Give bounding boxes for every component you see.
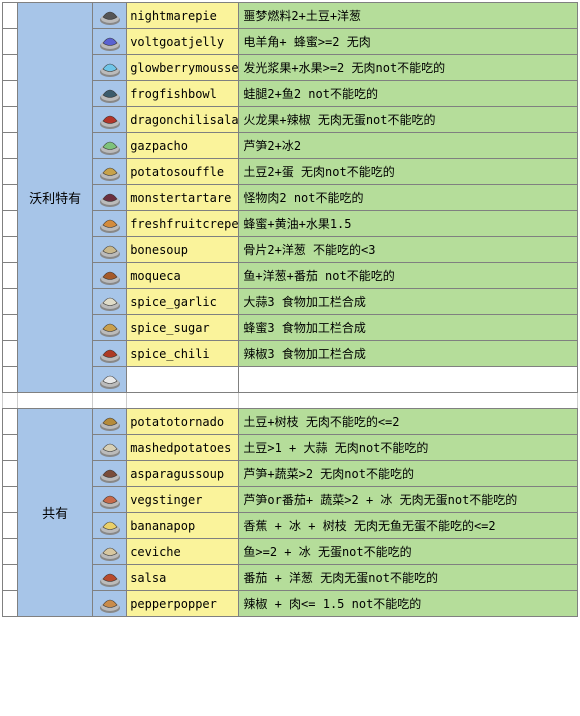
frogfishbowl-icon <box>93 81 127 107</box>
recipe-desc: 土豆>1 + 大蒜 无肉not不能吃的 <box>239 435 578 461</box>
recipe-name: potatotornado <box>127 409 239 435</box>
spice_chili-icon <box>93 341 127 367</box>
bananapop-icon <box>93 513 127 539</box>
monstertartare-icon <box>93 185 127 211</box>
recipe-desc: 鱼+洋葱+番茄 not不能吃的 <box>239 263 578 289</box>
nightmarepie-icon <box>93 3 127 29</box>
recipe-name: bananapop <box>127 513 239 539</box>
gazpacho-icon <box>93 133 127 159</box>
recipe-name <box>127 367 239 393</box>
category-cell: 沃利特有 <box>18 3 93 393</box>
recipe-name: vegstinger <box>127 487 239 513</box>
recipe-table: 沃利特有 nightmarepie噩梦燃料2+土豆+洋葱voltgoatjelly… <box>2 2 578 617</box>
recipe-desc: 土豆2+蛋 无肉not不能吃的 <box>239 159 578 185</box>
recipe-desc: 蜂蜜+黄油+水果1.5 <box>239 211 578 237</box>
potatotornado-icon <box>93 409 127 435</box>
spice_sugar-icon <box>93 315 127 341</box>
recipe-desc: 土豆+树枝 无肉不能吃的<=2 <box>239 409 578 435</box>
recipe-desc: 蛙腿2+鱼2 not不能吃的 <box>239 81 578 107</box>
mashedpotatoes-icon <box>93 435 127 461</box>
recipe-desc: 芦笋2+冰2 <box>239 133 578 159</box>
recipe-name: spice_sugar <box>127 315 239 341</box>
recipe-name: moqueca <box>127 263 239 289</box>
recipe-desc: 香蕉 + 冰 + 树枝 无肉无鱼无蛋不能吃的<=2 <box>239 513 578 539</box>
recipe-name: pepperpopper <box>127 591 239 617</box>
bonesoup-icon <box>93 237 127 263</box>
recipe-name: bonesoup <box>127 237 239 263</box>
recipe-desc <box>239 367 578 393</box>
recipe-name: spice_garlic <box>127 289 239 315</box>
vegstinger-icon <box>93 487 127 513</box>
recipe-name: monstertartare <box>127 185 239 211</box>
extra-icon <box>93 367 127 393</box>
pepperpopper-icon <box>93 591 127 617</box>
recipe-desc: 骨片2+洋葱 不能吃的<3 <box>239 237 578 263</box>
freshfruitcrepes-icon <box>93 211 127 237</box>
recipe-desc: 电羊角+ 蜂蜜>=2 无肉 <box>239 29 578 55</box>
recipe-name: gazpacho <box>127 133 239 159</box>
recipe-name: frogfishbowl <box>127 81 239 107</box>
salsa-icon <box>93 565 127 591</box>
recipe-desc: 蜂蜜3 食物加工栏合成 <box>239 315 578 341</box>
recipe-desc: 芦笋or番茄+ 蔬菜>2 + 冰 无肉无蛋not不能吃的 <box>239 487 578 513</box>
recipe-desc: 芦笋+蔬菜>2 无肉not不能吃的 <box>239 461 578 487</box>
recipe-name: voltgoatjelly <box>127 29 239 55</box>
potatosouffle-icon <box>93 159 127 185</box>
voltgoatjelly-icon <box>93 29 127 55</box>
recipe-name: glowberrymousse <box>127 55 239 81</box>
glowberrymousse-icon <box>93 55 127 81</box>
ceviche-icon <box>93 539 127 565</box>
category-cell: 共有 <box>18 409 93 617</box>
recipe-name: dragonchilisalad <box>127 107 239 133</box>
recipe-desc: 大蒜3 食物加工栏合成 <box>239 289 578 315</box>
recipe-name: potatosouffle <box>127 159 239 185</box>
recipe-desc: 发光浆果+水果>=2 无肉not不能吃的 <box>239 55 578 81</box>
recipe-name: spice_chili <box>127 341 239 367</box>
recipe-desc: 辣椒 + 肉<= 1.5 not不能吃的 <box>239 591 578 617</box>
moqueca-icon <box>93 263 127 289</box>
recipe-desc: 鱼>=2 + 冰 无蛋not不能吃的 <box>239 539 578 565</box>
recipe-name: salsa <box>127 565 239 591</box>
recipe-name: ceviche <box>127 539 239 565</box>
recipe-name: asparagussoup <box>127 461 239 487</box>
dragonchilisalad-icon <box>93 107 127 133</box>
spice_garlic-icon <box>93 289 127 315</box>
recipe-desc: 番茄 + 洋葱 无肉无蛋not不能吃的 <box>239 565 578 591</box>
asparagussoup-icon <box>93 461 127 487</box>
recipe-desc: 噩梦燃料2+土豆+洋葱 <box>239 3 578 29</box>
recipe-desc: 火龙果+辣椒 无肉无蛋not不能吃的 <box>239 107 578 133</box>
recipe-name: mashedpotatoes <box>127 435 239 461</box>
recipe-desc: 辣椒3 食物加工栏合成 <box>239 341 578 367</box>
recipe-desc: 怪物肉2 not不能吃的 <box>239 185 578 211</box>
recipe-name: freshfruitcrepes <box>127 211 239 237</box>
recipe-name: nightmarepie <box>127 3 239 29</box>
